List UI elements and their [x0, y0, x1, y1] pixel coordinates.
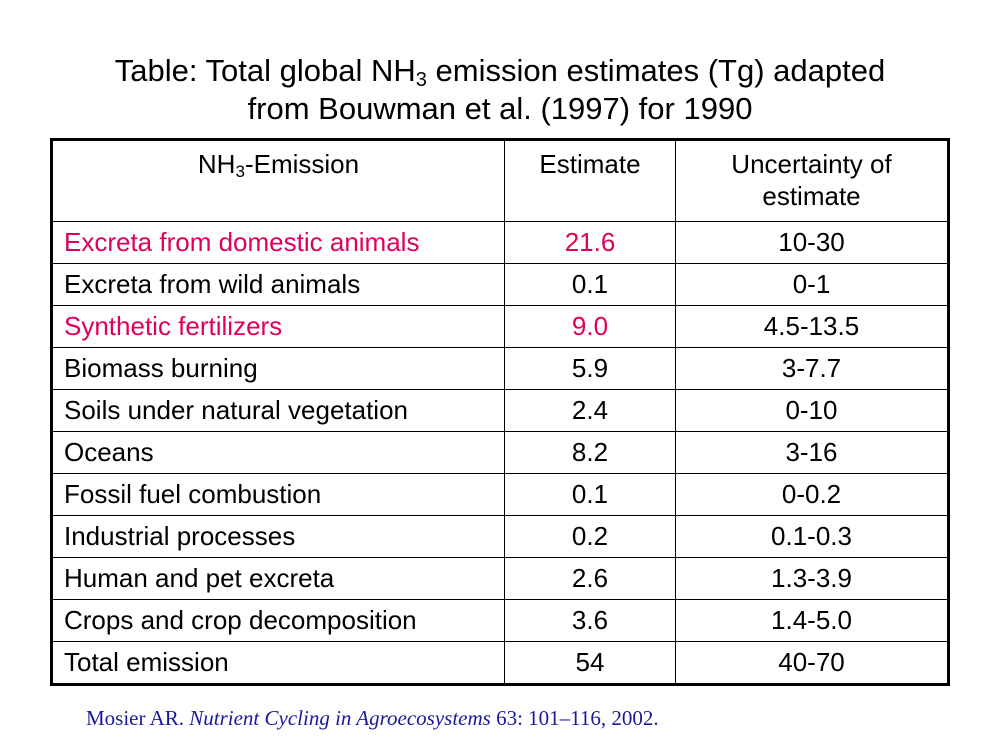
- cell-source: Biomass burning: [51, 347, 505, 390]
- header-emission-subscript: 3: [235, 162, 245, 181]
- cell-estimate: 5.9: [504, 347, 676, 390]
- emission-table: NH3-Emission Estimate Uncertainty of esti…: [50, 138, 950, 686]
- cell-estimate: 0.2: [504, 515, 676, 558]
- cell-uncertainty: 40-70: [675, 641, 949, 685]
- table-row: Soils under natural vegetation 2.4 0-10: [51, 389, 949, 432]
- table-row: Crops and crop decomposition 3.6 1.4-5.0: [51, 599, 949, 642]
- citation-rest: 63: 101–116, 2002.: [490, 706, 659, 730]
- table-row: Oceans 8.2 3-16: [51, 431, 949, 474]
- cell-estimate: 0.1: [504, 263, 676, 306]
- cell-source: Synthetic fertilizers: [51, 305, 505, 348]
- table-row: Biomass burning 5.9 3-7.7: [51, 347, 949, 390]
- cell-source: Fossil fuel combustion: [51, 473, 505, 516]
- cell-uncertainty: 0-10: [675, 389, 949, 432]
- header-estimate: Estimate: [504, 139, 676, 222]
- cell-source: Excreta from wild animals: [51, 263, 505, 306]
- cell-source: Human and pet excreta: [51, 557, 505, 600]
- cell-estimate: 21.6: [504, 221, 676, 264]
- cell-uncertainty: 0.1-0.3: [675, 515, 949, 558]
- title-line-2: from Bouwman et al. (1997) for 1990: [247, 91, 753, 126]
- citation: Mosier AR. Nutrient Cycling in Agroecosy…: [86, 706, 659, 731]
- cell-estimate: 2.4: [504, 389, 676, 432]
- cell-estimate: 54: [504, 641, 676, 685]
- cell-estimate: 0.1: [504, 473, 676, 516]
- header-uncertainty: Uncertainty of estimate: [675, 139, 949, 222]
- cell-uncertainty: 10-30: [675, 221, 949, 264]
- table-body: Excreta from domestic animals 21.6 10-30 Ex…: [51, 221, 949, 685]
- table-row: Excreta from domestic animals 21.6 10-30: [51, 221, 949, 264]
- table-row: Human and pet excreta 2.6 1.3-3.9: [51, 557, 949, 600]
- header-emission-post: -Emission: [244, 149, 360, 179]
- title-line1-post: emission estimates (Tg) adapted: [426, 53, 886, 88]
- header-emission-pre: NH: [197, 149, 236, 179]
- cell-uncertainty: 3-7.7: [675, 347, 949, 390]
- cell-uncertainty: 0-1: [675, 263, 949, 306]
- citation-author: Mosier AR.: [86, 706, 190, 730]
- header-emission: NH3-Emission: [51, 139, 505, 222]
- cell-uncertainty: 0-0.2: [675, 473, 949, 516]
- title-line-1: Table: Total global NH3 emission estimat…: [0, 52, 1000, 90]
- header-uncertainty-line2: estimate: [762, 181, 861, 211]
- cell-uncertainty: 4.5-13.5: [675, 305, 949, 348]
- header-uncertainty-line1: Uncertainty of: [731, 149, 892, 179]
- cell-estimate: 8.2: [504, 431, 676, 474]
- table-row: Synthetic fertilizers 9.0 4.5-13.5: [51, 305, 949, 348]
- table-header-row: NH3-Emission Estimate Uncertainty of esti…: [51, 139, 949, 222]
- cell-estimate: 9.0: [504, 305, 676, 348]
- cell-uncertainty: 1.4-5.0: [675, 599, 949, 642]
- cell-source: Crops and crop decomposition: [51, 599, 505, 642]
- slide-title: Table: Total global NH3 emission estimat…: [0, 52, 1000, 128]
- table-row: Fossil fuel combustion 0.1 0-0.2: [51, 473, 949, 516]
- cell-source: Total emission: [51, 641, 505, 685]
- cell-source: Oceans: [51, 431, 505, 474]
- cell-source: Excreta from domestic animals: [51, 221, 505, 264]
- cell-source: Soils under natural vegetation: [51, 389, 505, 432]
- cell-uncertainty: 3-16: [675, 431, 949, 474]
- title-line1-pre: Table: Total global NH: [114, 53, 416, 88]
- table-row: Industrial processes 0.2 0.1-0.3: [51, 515, 949, 558]
- citation-journal: Nutrient Cycling in Agroecosystems: [189, 706, 491, 730]
- cell-estimate: 2.6: [504, 557, 676, 600]
- table-row: Total emission 54 40-70: [51, 641, 949, 685]
- cell-estimate: 3.6: [504, 599, 676, 642]
- cell-uncertainty: 1.3-3.9: [675, 557, 949, 600]
- table-row: Excreta from wild animals 0.1 0-1: [51, 263, 949, 306]
- cell-source: Industrial processes: [51, 515, 505, 558]
- title-subscript: 3: [415, 69, 427, 91]
